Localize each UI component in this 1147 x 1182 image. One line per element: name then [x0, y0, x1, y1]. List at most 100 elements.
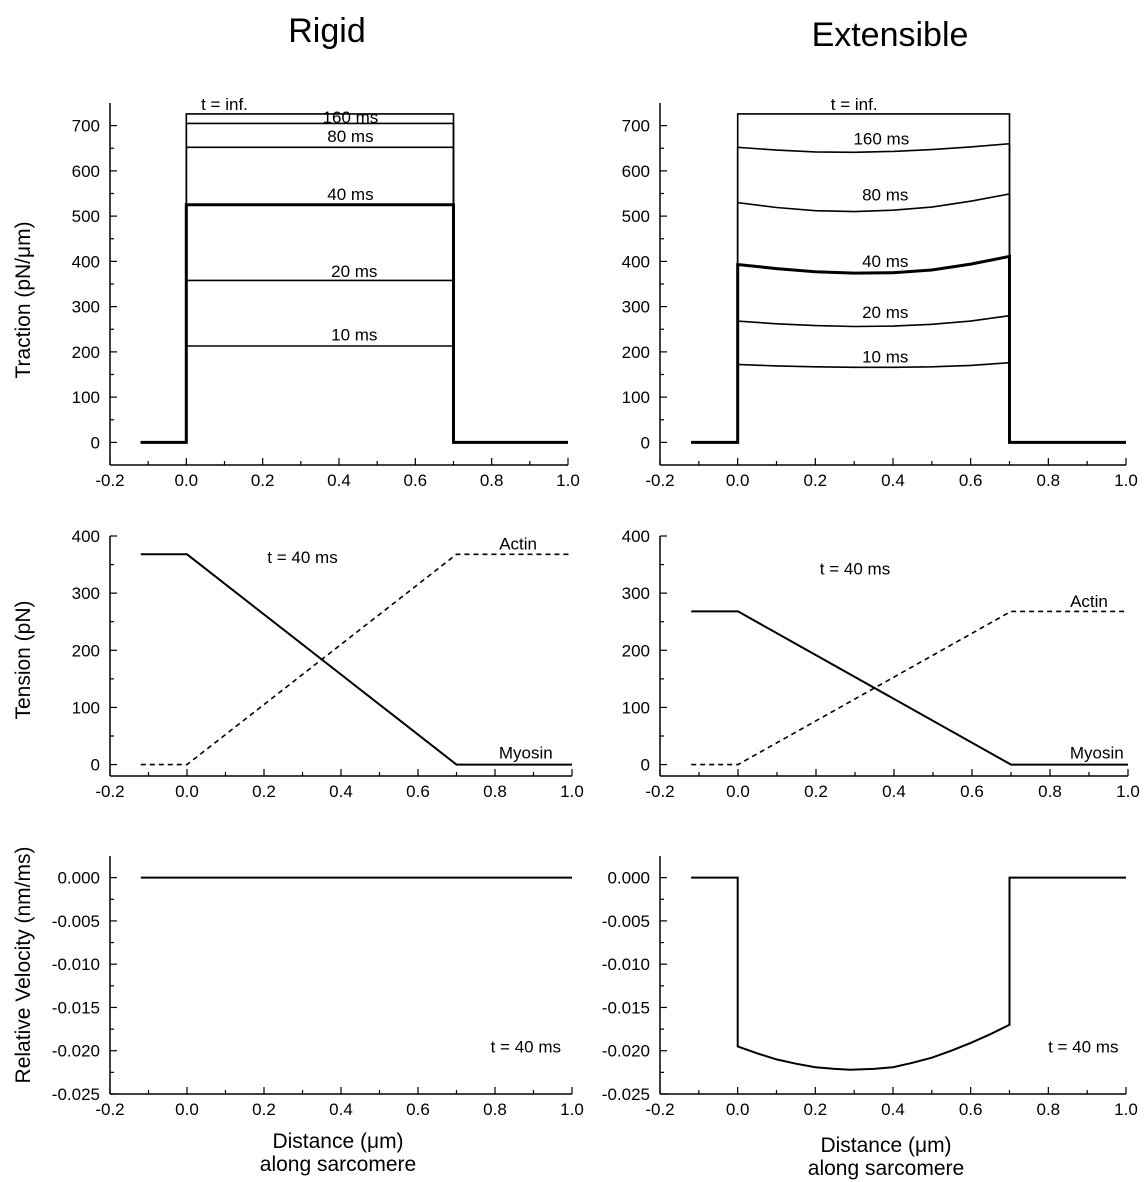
x-tick-label: 0.0 — [175, 1100, 199, 1119]
xlabel-left-line2: along sarcomere — [260, 1153, 416, 1176]
x-tick-label: 1.0 — [1114, 1100, 1138, 1119]
y-tick-label: 700 — [622, 117, 650, 136]
series-line-5 — [140, 113, 568, 444]
x-tick-label: 0.4 — [329, 782, 353, 801]
x-tick-label: 0.2 — [804, 471, 828, 490]
annotation-label: 80 ms — [327, 127, 373, 146]
x-tick-label: 0.4 — [882, 782, 906, 801]
x-tick-label: 0.4 — [881, 471, 905, 490]
series-line-0 — [691, 361, 1126, 444]
series-line-1 — [691, 610, 1128, 766]
x-tick-label: 0.8 — [483, 1100, 507, 1119]
x-tick-label: 1.0 — [1114, 471, 1138, 490]
x-tick-label: 0.2 — [251, 471, 275, 490]
annotation-label: 10 ms — [331, 326, 377, 345]
y-tick-label: -0.010 — [52, 955, 100, 974]
annotation-label: t = 40 ms — [1048, 1037, 1118, 1056]
annotation-label: 20 ms — [331, 262, 377, 281]
x-tick-label: 0.2 — [252, 782, 276, 801]
y-tick-label: -0.005 — [52, 912, 100, 931]
x-tick-label: 0.0 — [726, 471, 750, 490]
y-tick-label: 700 — [72, 117, 100, 136]
x-tick-label: 1.0 — [560, 1100, 584, 1119]
x-tick-label: 0.8 — [1038, 782, 1062, 801]
annotation-label: t = inf. — [201, 95, 248, 114]
series-line-0 — [140, 553, 572, 766]
y-tick-label: 100 — [72, 698, 100, 717]
x-tick-label: 0.6 — [959, 471, 983, 490]
x-tick-label: 0.8 — [1037, 1100, 1061, 1119]
series-line-0 — [140, 345, 568, 444]
xlabel-right-line2: along sarcomere — [808, 1157, 964, 1180]
x-tick-label: 0.0 — [175, 471, 199, 490]
annotation-label: 80 ms — [862, 185, 908, 204]
series-line-2 — [691, 254, 1126, 444]
annotation-label: Actin — [1070, 592, 1108, 611]
x-tick-label: 0.4 — [327, 471, 351, 490]
y-tick-label: 300 — [622, 584, 650, 603]
x-tick-label: -0.2 — [95, 782, 124, 801]
x-tick-label: -0.2 — [645, 471, 674, 490]
chart-extensible-tension: -0.2 0.0 0.2 0.4 0.6 0.8 1.0 0 100 200 300 400 t = 4… — [622, 527, 1140, 801]
series-line-3 — [691, 193, 1126, 444]
y-tick-label: -0.015 — [52, 998, 100, 1017]
ylabel-velocity: Relative Velocity (nm/ms) — [12, 847, 35, 1084]
x-tick-label: 0.0 — [175, 782, 199, 801]
y-tick-label: 500 — [622, 207, 650, 226]
x-tick-label: 0.2 — [804, 1100, 828, 1119]
y-tick-label: 0.000 — [607, 869, 650, 888]
ylabel-traction: Traction (pN/μm) — [12, 221, 35, 378]
y-tick-label: 300 — [622, 298, 650, 317]
annotation-label: t = inf. — [831, 95, 878, 114]
y-tick-label: 400 — [72, 527, 100, 546]
y-tick-label: 400 — [72, 252, 100, 271]
y-tick-label: 600 — [622, 162, 650, 181]
y-tick-label: 300 — [72, 298, 100, 317]
y-tick-label: 200 — [72, 343, 100, 362]
x-tick-label: 0.0 — [726, 782, 750, 801]
y-tick-label: -0.020 — [602, 1042, 650, 1061]
y-tick-label: -0.005 — [602, 912, 650, 931]
x-tick-label: 0.0 — [726, 1100, 750, 1119]
x-tick-label: -0.2 — [95, 471, 124, 490]
annotation-label: 160 ms — [853, 130, 909, 149]
series-line-4 — [691, 142, 1126, 444]
xlabel-right-line1: Distance (μm) — [820, 1134, 951, 1157]
y-tick-label: -0.010 — [602, 955, 650, 974]
annotation-label: t = 40 ms — [491, 1037, 561, 1056]
annotation-label: Actin — [499, 535, 537, 554]
y-tick-label: -0.015 — [602, 998, 650, 1017]
annotation-label: Myosin — [499, 743, 553, 762]
chart-extensible-velocity: -0.2 0.0 0.2 0.4 0.6 0.8 1.0 0.000 -0.005 -0.010 -… — [602, 856, 1138, 1119]
series-line-4 — [140, 122, 568, 444]
x-tick-label: 0.8 — [1037, 471, 1061, 490]
column-title-extensible: Extensible — [812, 16, 969, 54]
annotation-label: t = 40 ms — [820, 559, 890, 578]
xlabel-left-line1: Distance (μm) — [272, 1130, 403, 1153]
chart-rigid-velocity: -0.2 0.0 0.2 0.4 0.6 0.8 1.0 0.000 -0.005 -0.010 -… — [52, 856, 584, 1119]
x-tick-label: 0.4 — [881, 1100, 905, 1119]
chart-rigid-traction: -0.2 0.0 0.2 0.4 0.6 0.8 1.0 0 100 200 300 400 500 60… — [72, 95, 580, 490]
series-line-1 — [140, 279, 568, 444]
series-line-0 — [691, 610, 1128, 766]
panels: -0.2 0.0 0.2 0.4 0.6 0.8 1.0 0 100 200 300 400 500 60… — [52, 95, 1140, 1119]
y-tick-label: 0.000 — [57, 869, 100, 888]
annotation-label: 40 ms — [862, 252, 908, 271]
y-tick-label: 200 — [622, 343, 650, 362]
series-line-0 — [691, 876, 1126, 1071]
y-tick-label: -0.025 — [52, 1085, 100, 1104]
x-tick-label: 1.0 — [560, 782, 584, 801]
y-tick-label: 100 — [72, 388, 100, 407]
series-line-1 — [140, 553, 572, 766]
annotation-label: 20 ms — [862, 303, 908, 322]
column-title-rigid: Rigid — [288, 12, 365, 50]
x-tick-label: -0.2 — [645, 782, 674, 801]
chart-rigid-tension: -0.2 0.0 0.2 0.4 0.6 0.8 1.0 0 100 200 300 400 t = 4… — [72, 527, 584, 801]
y-tick-label: 300 — [72, 584, 100, 603]
y-tick-label: 200 — [72, 641, 100, 660]
x-tick-label: 1.0 — [556, 471, 580, 490]
annotation-label: 10 ms — [862, 348, 908, 367]
y-tick-label: -0.025 — [602, 1085, 650, 1104]
annotation-label: t = 40 ms — [267, 548, 337, 567]
series-line-2 — [140, 203, 568, 444]
